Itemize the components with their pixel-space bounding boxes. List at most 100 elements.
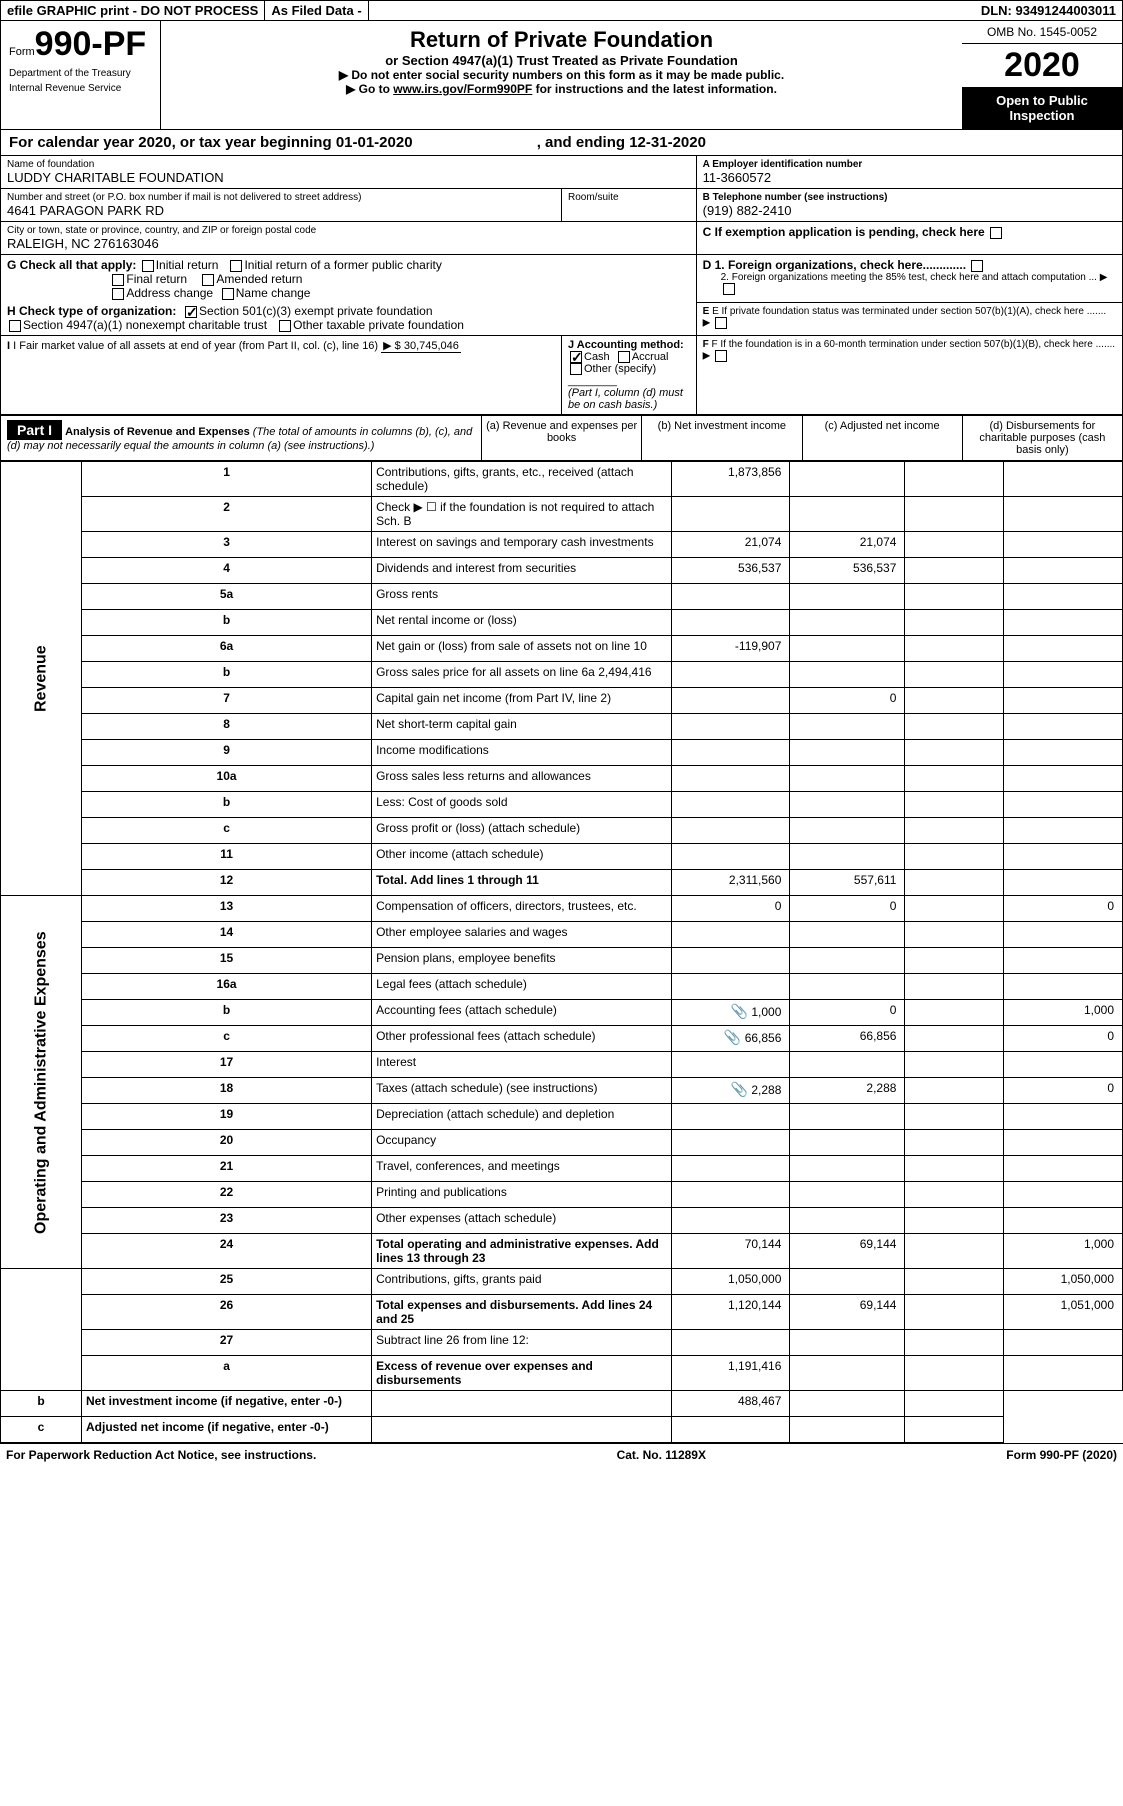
e-checkbox[interactable] bbox=[715, 317, 727, 329]
line-desc: Total. Add lines 1 through 11 bbox=[372, 870, 672, 896]
d2-checkbox[interactable] bbox=[723, 283, 735, 295]
line-desc: Net rental income or (loss) bbox=[372, 610, 672, 636]
g-row: G Check all that apply: Initial return I… bbox=[7, 258, 690, 300]
attach-icon[interactable]: 📎 bbox=[724, 1029, 741, 1046]
attach-icon[interactable]: 📎 bbox=[731, 1081, 748, 1098]
col-a-header: (a) Revenue and expenses per books bbox=[481, 416, 641, 460]
g-initial: Initial return bbox=[156, 258, 219, 272]
h-4947-checkbox[interactable] bbox=[9, 320, 21, 332]
line-desc: Excess of revenue over expenses and disb… bbox=[372, 1356, 672, 1391]
line-desc: Total operating and administrative expen… bbox=[372, 1234, 672, 1269]
col-a-value bbox=[671, 1104, 790, 1130]
f-checkbox[interactable] bbox=[715, 350, 727, 362]
col-a-value bbox=[671, 974, 790, 1000]
col-d-value bbox=[905, 1417, 1004, 1443]
col-d-value bbox=[905, 1391, 1004, 1417]
table-row: 20Occupancy bbox=[1, 1130, 1123, 1156]
col-a-value: 1,191,416 bbox=[671, 1356, 790, 1391]
attach-icon[interactable]: 📎 bbox=[731, 1003, 748, 1020]
col-c-value bbox=[905, 1356, 1004, 1391]
col-b-value: 0 bbox=[790, 896, 905, 922]
line-desc: Total expenses and disbursements. Add li… bbox=[372, 1295, 672, 1330]
c-checkbox[interactable] bbox=[990, 227, 1002, 239]
city-value: RALEIGH, NC 276163046 bbox=[7, 236, 690, 251]
line-number: c bbox=[82, 818, 372, 844]
col-c-value bbox=[905, 1330, 1004, 1356]
j-label: J Accounting method: bbox=[568, 339, 684, 351]
j-other-checkbox[interactable] bbox=[570, 363, 582, 375]
d2-row: 2. Foreign organizations meeting the 85%… bbox=[703, 272, 1116, 295]
g-final-checkbox[interactable] bbox=[112, 274, 124, 286]
col-b-value bbox=[790, 1208, 905, 1234]
footer-left: For Paperwork Reduction Act Notice, see … bbox=[6, 1448, 316, 1462]
footer: For Paperwork Reduction Act Notice, see … bbox=[0, 1443, 1123, 1466]
g-amended: Amended return bbox=[216, 272, 302, 286]
col-c-value bbox=[905, 1078, 1004, 1104]
irs-link[interactable]: www.irs.gov/Form990PF bbox=[393, 82, 532, 96]
col-d-value: 0 bbox=[1004, 1026, 1123, 1052]
col-b-value bbox=[790, 584, 905, 610]
g-amended-checkbox[interactable] bbox=[202, 274, 214, 286]
col-b-value: 21,074 bbox=[790, 532, 905, 558]
i-text: I Fair market value of all assets at end… bbox=[13, 340, 378, 352]
col-d-value bbox=[1004, 558, 1123, 584]
col-d-value bbox=[1004, 948, 1123, 974]
col-b-value bbox=[790, 974, 905, 1000]
h-501c3-checkbox[interactable] bbox=[185, 306, 197, 318]
part1-header-row: Part I Analysis of Revenue and Expenses … bbox=[0, 415, 1123, 461]
col-a-value bbox=[671, 688, 790, 714]
col-b-value: 0 bbox=[790, 688, 905, 714]
col-d-value bbox=[1004, 974, 1123, 1000]
line-number: 16a bbox=[82, 974, 372, 1000]
col-c-value bbox=[905, 896, 1004, 922]
table-row: 22Printing and publications bbox=[1, 1182, 1123, 1208]
part1-badge: Part I bbox=[7, 420, 62, 440]
part1-title: Analysis of Revenue and Expenses bbox=[65, 426, 250, 438]
line-number: 17 bbox=[82, 1052, 372, 1078]
j-other: Other (specify) bbox=[584, 363, 656, 375]
col-d-value bbox=[1004, 766, 1123, 792]
h-label: H Check type of organization: bbox=[7, 304, 176, 318]
j-accrual-checkbox[interactable] bbox=[618, 351, 630, 363]
line-number: 12 bbox=[82, 870, 372, 896]
col-a-value bbox=[671, 1330, 790, 1356]
col-d-value: 0 bbox=[1004, 896, 1123, 922]
d1-checkbox[interactable] bbox=[971, 260, 983, 272]
line-desc: Compensation of officers, directors, tru… bbox=[372, 896, 672, 922]
h-other-checkbox[interactable] bbox=[279, 320, 291, 332]
col-a-value: 21,074 bbox=[671, 532, 790, 558]
line-desc: Occupancy bbox=[372, 1130, 672, 1156]
line-number: 18 bbox=[82, 1078, 372, 1104]
g-initial-former-checkbox[interactable] bbox=[230, 260, 242, 272]
form-note-2: ▶ Go to www.irs.gov/Form990PF for instru… bbox=[167, 82, 956, 96]
line-desc: Travel, conferences, and meetings bbox=[372, 1156, 672, 1182]
col-c-value bbox=[905, 766, 1004, 792]
col-a-value bbox=[671, 1156, 790, 1182]
table-row: 14Other employee salaries and wages bbox=[1, 922, 1123, 948]
col-a-value bbox=[671, 818, 790, 844]
line-desc: Gross profit or (loss) (attach schedule) bbox=[372, 818, 672, 844]
g-label: G Check all that apply: bbox=[7, 258, 136, 272]
col-d-value: 0 bbox=[1004, 1078, 1123, 1104]
line-desc: Gross sales less returns and allowances bbox=[372, 766, 672, 792]
col-b-value bbox=[790, 1356, 905, 1391]
table-row: Operating and Administrative Expenses13C… bbox=[1, 896, 1123, 922]
table-row: 9Income modifications bbox=[1, 740, 1123, 766]
foundation-name: LUDDY CHARITABLE FOUNDATION bbox=[7, 170, 690, 185]
dln-number: DLN: 93491244003011 bbox=[975, 1, 1122, 20]
g-name-checkbox[interactable] bbox=[222, 288, 234, 300]
form-num: 990-PF bbox=[35, 25, 147, 63]
g-initial-checkbox[interactable] bbox=[142, 260, 154, 272]
line-desc: Check ▶ ☐ if the foundation is not requi… bbox=[372, 497, 672, 532]
g-addr-checkbox[interactable] bbox=[112, 288, 124, 300]
col-b-value: 488,467 bbox=[671, 1391, 790, 1417]
j-cash-checkbox[interactable] bbox=[570, 351, 582, 363]
col-c-value bbox=[905, 792, 1004, 818]
line-desc: Interest bbox=[372, 1052, 672, 1078]
col-b-value bbox=[790, 1269, 905, 1295]
f-label: F If the foundation is in a 60-month ter… bbox=[712, 339, 1116, 350]
line-desc: Other professional fees (attach schedule… bbox=[372, 1026, 672, 1052]
col-c-value bbox=[905, 1000, 1004, 1026]
table-row: 8Net short-term capital gain bbox=[1, 714, 1123, 740]
col-d-header: (d) Disbursements for charitable purpose… bbox=[962, 416, 1122, 460]
